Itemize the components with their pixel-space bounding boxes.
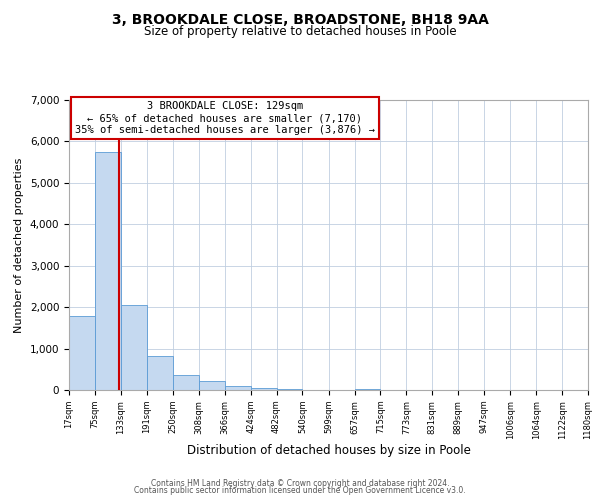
- Bar: [121, 305, 146, 390]
- Bar: [173, 374, 199, 390]
- X-axis label: Distribution of detached houses by size in Poole: Distribution of detached houses by size …: [187, 444, 470, 458]
- Bar: [69, 316, 95, 390]
- Bar: [355, 389, 380, 390]
- Bar: [251, 388, 277, 390]
- Text: Contains public sector information licensed under the Open Government Licence v3: Contains public sector information licen…: [134, 486, 466, 495]
- Bar: [199, 380, 225, 390]
- Text: Contains HM Land Registry data © Crown copyright and database right 2024.: Contains HM Land Registry data © Crown c…: [151, 478, 449, 488]
- Bar: [225, 386, 251, 390]
- Bar: [277, 389, 302, 390]
- Y-axis label: Number of detached properties: Number of detached properties: [14, 158, 24, 332]
- Text: Size of property relative to detached houses in Poole: Size of property relative to detached ho…: [143, 25, 457, 38]
- Text: 3 BROOKDALE CLOSE: 129sqm
← 65% of detached houses are smaller (7,170)
35% of se: 3 BROOKDALE CLOSE: 129sqm ← 65% of detac…: [74, 102, 374, 134]
- Bar: [95, 152, 121, 390]
- Bar: [146, 356, 173, 390]
- Text: 3, BROOKDALE CLOSE, BROADSTONE, BH18 9AA: 3, BROOKDALE CLOSE, BROADSTONE, BH18 9AA: [112, 12, 488, 26]
